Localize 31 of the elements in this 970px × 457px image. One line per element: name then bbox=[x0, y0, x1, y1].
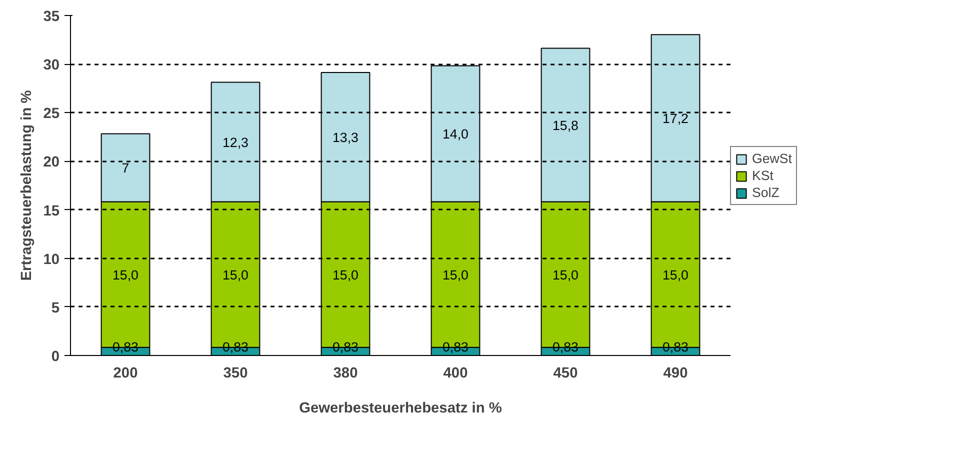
y-tick-label: 15 bbox=[43, 203, 60, 220]
data-label: 14,0 bbox=[442, 126, 468, 142]
data-label: 12,3 bbox=[222, 134, 248, 150]
legend-label: SolZ bbox=[752, 185, 780, 200]
legend-label: KSt bbox=[752, 168, 774, 183]
data-label: 15,0 bbox=[112, 268, 138, 283]
legend-label: GewSt bbox=[752, 151, 792, 166]
data-label: 15,8 bbox=[552, 118, 578, 133]
data-label: 15,0 bbox=[662, 268, 688, 283]
y-tick-label: 10 bbox=[43, 252, 60, 268]
x-tick-label: 400 bbox=[443, 366, 468, 382]
x-tick-label: 200 bbox=[113, 366, 138, 382]
x-axis-title: Gewerbesteuerhebesatz in % bbox=[299, 400, 502, 416]
x-tick-label: 380 bbox=[333, 366, 358, 382]
y-tick-label: 35 bbox=[43, 9, 60, 25]
x-tick-label: 350 bbox=[223, 366, 248, 382]
data-label: 15,0 bbox=[332, 268, 358, 283]
y-tick-label: 25 bbox=[43, 106, 60, 122]
y-tick-label: 0 bbox=[51, 349, 60, 365]
x-tick-label: 450 bbox=[553, 366, 578, 382]
y-tick-label: 5 bbox=[51, 300, 60, 316]
y-axis-title: Ertragsteuerbelastung in % bbox=[19, 90, 36, 281]
data-label: 17,2 bbox=[662, 111, 688, 126]
data-label: 15,0 bbox=[222, 268, 248, 283]
data-label: 7 bbox=[122, 160, 130, 176]
data-label: 15,0 bbox=[442, 268, 468, 283]
y-tick-label: 20 bbox=[43, 154, 60, 171]
data-label: 13,3 bbox=[332, 130, 358, 146]
y-tick-label: 30 bbox=[43, 58, 60, 74]
x-tick-label: 490 bbox=[663, 366, 688, 382]
data-label: 15,0 bbox=[552, 268, 578, 283]
